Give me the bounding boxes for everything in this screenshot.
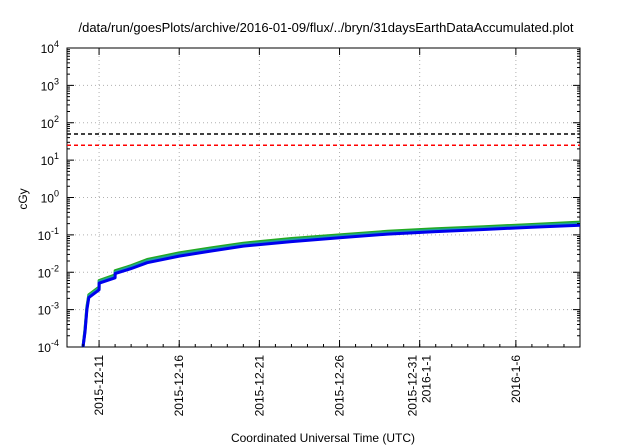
x-tick-label: 2015-12-11 [92,355,106,416]
series-line [81,223,581,348]
x-tick-label: 2015-12-31 [406,355,420,417]
x-tick-label: 2015-12-26 [333,355,347,417]
y-tick-label: 104 [41,39,59,56]
x-axis-ticks: 2015-12-11 2015-12-16 2015-12-21 2015-12-26… [82,48,565,417]
chart-title: /data/run/goesPlots/archive/2016-01-09/f… [78,20,573,35]
x-axis-label: Coordinated Universal Time (UTC) [231,431,415,445]
threshold-lines [67,133,580,147]
y-tick-label: 10-3 [38,301,59,318]
y-tick-label: 100 [41,189,59,206]
y-axis-ticks: 10-4 10-3 10-2 10-1 100 101 102 103 104 [38,39,580,355]
x-tick-label: 2015-12-16 [172,355,186,417]
y-tick-label: 102 [41,114,59,131]
x-tick-label: 2016-1-1 [420,355,434,403]
series-lines [81,220,581,348]
grid-lines [67,48,580,347]
series-line [81,220,581,348]
y-tick-label: 103 [41,76,59,93]
y-tick-label: 101 [41,151,59,168]
x-tick-label: 2015-12-21 [252,355,266,417]
y-tick-label: 10-2 [38,263,59,280]
series-line [81,222,581,348]
y-tick-label: 10-4 [38,338,59,355]
y-tick-label: 10-1 [38,226,59,243]
x-tick-label: 2016-1-6 [509,355,523,403]
y-axis-label: cGy [16,188,30,209]
